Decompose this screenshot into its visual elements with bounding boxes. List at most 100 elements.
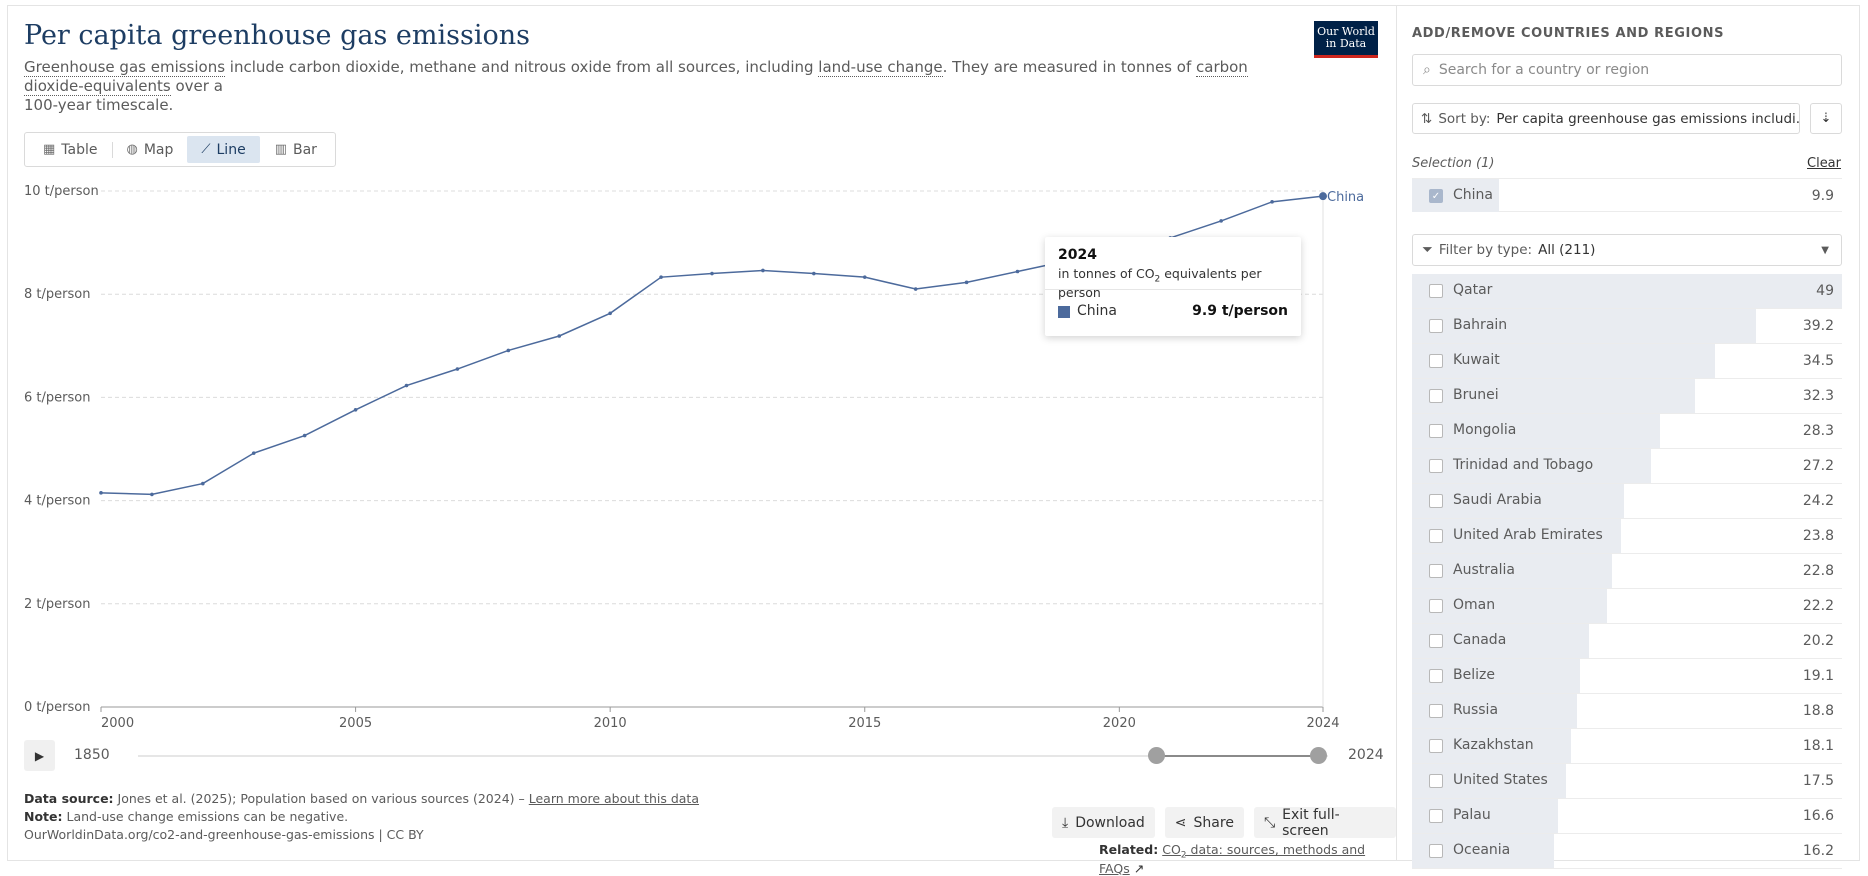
list-item[interactable]: United Arab Emirates 23.8 [1412,519,1842,554]
data-point[interactable] [99,491,103,495]
line-chart[interactable]: 0 t/person 2 t/person 4 t/person 6 t/person… [8,176,1396,736]
exit-fullscreen-button[interactable]: ⤡ Exit full-screen [1253,807,1396,839]
list-item-name: Bahrain [1453,317,1508,333]
value-bar [1412,179,1499,212]
list-item-value: 18.8 [1802,703,1834,719]
value-bar [1412,519,1621,553]
land-use-link[interactable]: land-use change [818,58,943,77]
chart-url[interactable]: OurWorldinData.org/co2-and-greenhouse-ga… [24,827,424,842]
list-item[interactable]: Australia 22.8 [1412,554,1842,589]
x-tick-label: 2020 [1103,716,1136,731]
data-point[interactable] [150,492,154,497]
checkbox[interactable] [1429,389,1443,403]
checkbox-checked[interactable]: ✓ [1429,189,1443,203]
list-item[interactable]: Qatar 49 [1412,274,1842,309]
data-point[interactable] [1219,219,1223,223]
sort-dropdown[interactable]: ⇅ Sort by: Per capita greenhouse gas emiss… [1412,103,1800,134]
selected-item[interactable]: ✓ China 9.9 [1412,178,1842,212]
checkbox[interactable] [1429,459,1443,473]
tab-bar[interactable]: ▥ Bar [274,141,317,158]
ghg-link[interactable]: Greenhouse gas emissions [24,58,226,77]
list-item-value: 32.3 [1802,388,1834,404]
data-point[interactable] [659,275,663,279]
data-point[interactable] [812,271,816,276]
data-point[interactable] [404,383,409,388]
list-item[interactable]: Oman 22.2 [1412,589,1842,624]
list-item[interactable]: Kuwait 34.5 [1412,344,1842,379]
checkbox[interactable] [1429,774,1443,788]
bar-chart-icon: ▥ [274,142,287,157]
list-item[interactable]: Mongolia 28.3 [1412,414,1842,449]
checkbox[interactable] [1429,564,1443,578]
y-tick-label: 8 t/person [24,287,90,302]
search-input[interactable]: ⌕ Search for a country or region [1412,54,1842,86]
filter-dropdown[interactable]: ⏷ Filter by type: All (211) ▼ [1412,234,1842,266]
tooltip-swatch [1058,306,1070,318]
clear-button[interactable]: Clear [1807,156,1841,171]
tooltip: 2024 in tonnes of CO2 equivalents per pe… [1045,237,1301,336]
share-button[interactable]: ⋖ Share [1164,807,1244,838]
download-button[interactable]: ⤓ Download [1052,807,1155,838]
list-item-name: United Arab Emirates [1453,527,1603,543]
list-item[interactable]: Russia 18.8 [1412,694,1842,729]
list-item[interactable]: Belize 19.1 [1412,659,1842,694]
chart-panel: Per capita greenhouse gas emissions Gree… [8,6,1396,876]
checkbox[interactable] [1429,634,1443,648]
timeline-end-handle[interactable] [1310,747,1327,764]
data-point[interactable] [1319,192,1327,201]
tab-map[interactable]: ◍ Map [126,141,174,158]
learn-more-link[interactable]: Learn more about this data [528,791,699,806]
data-point[interactable] [506,348,511,353]
list-item[interactable]: Palau 16.6 [1412,799,1842,834]
data-point[interactable] [608,311,612,316]
external-link-icon: ↗ [1133,860,1145,876]
sort-order-button[interactable]: ⇣ [1810,103,1842,134]
tab-table[interactable]: ▦ Table [43,141,98,158]
play-button[interactable]: ▶ [24,740,55,771]
chart-subtitle: Greenhouse gas emissions include carbon … [24,58,1248,114]
checkbox[interactable] [1429,739,1443,753]
data-point[interactable] [201,481,205,486]
timeline-track[interactable] [138,755,1328,757]
data-point[interactable] [302,433,307,438]
data-point[interactable] [913,287,918,291]
checkbox[interactable] [1429,704,1443,718]
data-point[interactable] [862,275,867,279]
list-item[interactable]: Brunei 32.3 [1412,379,1842,414]
list-item[interactable]: Kazakhstan 18.1 [1412,729,1842,764]
data-point[interactable] [251,451,256,455]
list-item-value: 18.1 [1802,738,1834,754]
data-point[interactable] [1270,200,1274,204]
data-point[interactable] [557,334,562,338]
checkbox[interactable] [1429,529,1443,543]
checkbox[interactable] [1429,424,1443,438]
owid-logo[interactable]: Our World in Data [1314,21,1378,58]
list-item-value: 20.2 [1802,633,1834,649]
timeline: ▶ 1850 2024 [24,740,1394,774]
checkbox[interactable] [1429,284,1443,298]
checkbox[interactable] [1429,319,1443,333]
timeline-start-handle[interactable] [1148,747,1165,764]
checkbox[interactable] [1429,354,1443,368]
checkbox[interactable] [1429,494,1443,508]
checkbox[interactable] [1429,599,1443,613]
checkbox[interactable] [1429,844,1443,858]
data-point[interactable] [1015,269,1020,274]
data-point[interactable] [710,271,714,276]
list-item[interactable]: Canada 20.2 [1412,624,1842,659]
co2-equivalents-link[interactable]: carbon dioxide-equivalents [24,58,1248,96]
list-item[interactable]: Bahrain 39.2 [1412,309,1842,344]
list-item[interactable]: United States 17.5 [1412,764,1842,799]
list-item-value: 34.5 [1802,353,1834,369]
data-point[interactable] [353,407,358,412]
list-item[interactable]: Trinidad and Tobago 27.2 [1412,449,1842,484]
checkbox[interactable] [1429,669,1443,683]
list-item[interactable]: Saudi Arabia 24.2 [1412,484,1842,519]
data-point[interactable] [964,280,969,285]
x-tick-label: 2010 [594,716,627,731]
list-item[interactable]: Oceania 16.2 [1412,834,1842,869]
checkbox[interactable] [1429,809,1443,823]
tab-line[interactable]: ⟋ Line [187,136,260,163]
data-point[interactable] [761,268,765,273]
data-point[interactable] [455,367,460,371]
